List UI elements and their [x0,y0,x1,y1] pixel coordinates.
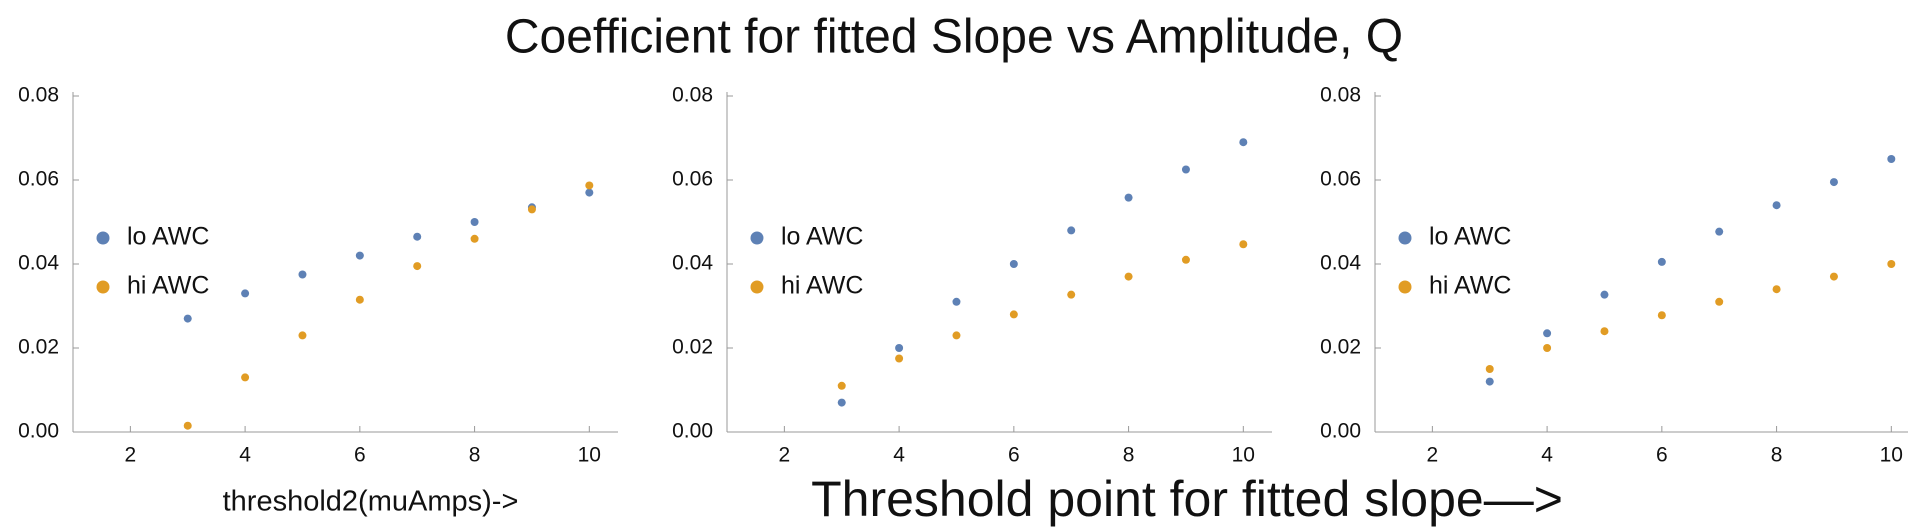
data-point [837,381,846,390]
data-point [1887,155,1896,163]
legend-marker [1398,231,1412,245]
data-point [470,234,479,243]
data-point [1067,226,1076,235]
x-axis-label: threshold2(muAmps)-> [223,486,519,518]
data-point [1124,193,1133,202]
legend-label: lo AWC [1429,223,1511,251]
data-point [895,344,904,352]
legend-label: hi AWC [127,272,209,300]
data-point [1485,377,1494,386]
data-point [1067,290,1076,299]
y-tick-label: 0.04 [672,252,713,275]
y-tick-label: 0.02 [18,336,59,359]
data-point [1772,201,1781,210]
page-title: Coefficient for fitted Slope vs Amplitud… [505,11,1403,64]
data-point [1715,297,1724,306]
legend-label: lo AWC [127,223,209,251]
data-point [1715,227,1724,236]
data-point [183,421,192,430]
x-tick-label: 10 [1880,444,1903,467]
data-point [1181,165,1190,174]
legend-marker [96,280,110,294]
data-point [895,354,904,363]
data-point [470,218,479,226]
legend-marker [96,231,110,245]
x-tick-label: 2 [125,444,137,467]
data-point [1009,310,1018,319]
y-tick-label: 0.06 [18,168,59,191]
data-point [241,289,250,298]
x-tick-label: 2 [1427,444,1439,467]
data-point [527,205,536,214]
y-tick-label: 0.00 [18,420,59,443]
data-point [1543,344,1552,352]
x-tick-label: 10 [1232,444,1255,467]
data-point [1009,260,1018,268]
y-tick-label: 0.02 [672,336,713,359]
data-point [413,262,422,271]
data-point [1887,260,1896,268]
y-tick-label: 0.00 [1320,420,1361,443]
data-point [1829,178,1838,187]
legend-label: hi AWC [781,272,863,300]
data-point [298,331,307,340]
legend-label: hi AWC [1429,272,1511,300]
data-point [1181,255,1190,264]
data-point [952,331,961,340]
data-point [1600,327,1609,336]
data-point [837,398,846,407]
y-tick-label: 0.00 [672,420,713,443]
x-tick-label: 4 [1541,444,1553,467]
legend-marker [750,280,764,294]
y-tick-label: 0.08 [1320,84,1361,107]
data-point [1829,272,1838,281]
x-tick-label: 6 [1656,444,1668,467]
footer-label: Threshold point for fitted slope—> [811,471,1563,527]
data-point [183,314,192,323]
data-point [1239,240,1248,249]
data-point [585,188,594,197]
data-point [355,251,364,260]
legend-label: lo AWC [781,223,863,251]
data-point [1239,138,1248,147]
y-tick-label: 0.08 [18,84,59,107]
y-tick-label: 0.04 [1320,252,1361,275]
data-point [355,295,364,304]
data-point [1543,329,1552,338]
legend-marker [750,231,764,245]
x-tick-label: 4 [239,444,251,467]
data-point [413,232,422,241]
data-point [298,270,307,279]
data-point [1485,365,1494,373]
x-tick-label: 6 [354,444,366,467]
data-point [585,181,594,190]
y-tick-label: 0.06 [1320,168,1361,191]
legend-marker [1398,280,1412,294]
data-point [1600,290,1609,299]
y-tick-label: 0.04 [18,252,59,275]
y-tick-label: 0.02 [1320,336,1361,359]
x-tick-label: 2 [779,444,791,467]
x-tick-label: 8 [1771,444,1783,467]
data-point [1772,285,1781,294]
x-tick-label: 4 [893,444,905,467]
y-tick-label: 0.08 [672,84,713,107]
x-tick-label: 6 [1008,444,1020,467]
data-point [1657,311,1666,320]
data-point [1657,257,1666,266]
x-tick-label: 8 [1123,444,1135,467]
x-tick-label: 8 [469,444,481,467]
y-tick-label: 0.06 [672,168,713,191]
data-point [241,373,250,382]
data-point [1124,272,1133,281]
data-point [952,297,961,306]
x-tick-label: 10 [578,444,601,467]
